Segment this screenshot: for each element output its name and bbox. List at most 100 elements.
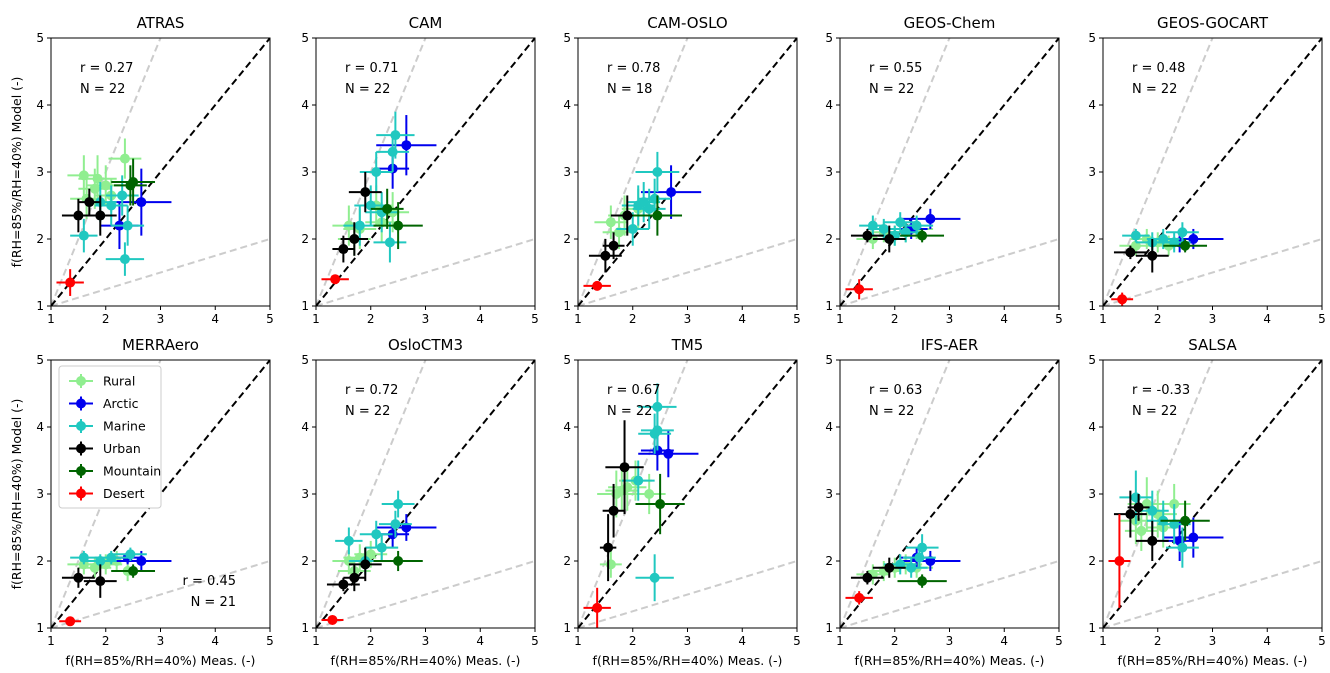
x-tick-label: 2 [629,312,637,326]
point-marker [878,223,889,234]
factor-2-line [578,38,689,306]
data-point-rural [594,205,628,239]
y-tick-label: 1 [301,621,309,635]
point-marker [917,230,928,241]
point-marker [371,167,382,177]
data-point-mountain [113,165,147,206]
data-point-rural [108,138,142,179]
point-marker [906,562,917,573]
y-tick-label: 5 [825,31,833,45]
legend-marker [76,421,86,431]
y-tick-label: 1 [36,621,44,635]
point-marker [95,556,106,566]
point-marker [1136,525,1147,536]
y-tick-label: 2 [1088,232,1096,246]
x-tick-label: 4 [476,634,484,648]
count-text: N = 22 [345,404,390,419]
point-marker [1180,515,1191,526]
x-tick-label: 1 [836,312,844,326]
x-tick-label: 1 [47,634,55,648]
y-tick-label: 2 [825,554,833,568]
point-marker [862,230,873,241]
legend-label: Mountain [103,464,161,479]
point-marker [349,234,360,244]
data-point-marine [1122,228,1150,243]
data-point-urban [602,232,625,260]
data-point-urban [872,225,906,253]
correlation-text: r = 0.78 [607,61,660,76]
point-marker [338,579,349,590]
point-marker [84,197,95,208]
point-marker [371,529,382,540]
x-tick-label: 3 [946,634,954,648]
point-marker [600,250,611,261]
y-tick-label: 5 [36,353,44,367]
x-axis-label: f(RH=85%/RH=40%) Meas. (-) [66,653,256,668]
x-tick-label: 1 [312,312,320,326]
panel-geos-chem: GEOS-Chem 1 2 3 4 5 1 2 3 4 5 r = 0.55 N = 22 [825,14,1063,326]
point-marker [119,254,130,265]
data-point-marine [378,510,412,538]
legend-marker [76,443,86,454]
y-tick-label: 4 [301,98,309,112]
point-marker [128,566,139,577]
y-tick-label: 1 [1088,621,1096,635]
data-point-mountain [111,564,156,578]
correlation-text: r = 0.48 [1132,61,1185,76]
legend-label: Marine [103,419,146,434]
legend-label: Urban [103,441,141,456]
count-text: N = 22 [80,82,125,97]
point-marker [393,499,404,510]
data-point-urban [61,567,95,588]
x-tick-label: 1 [574,312,582,326]
count-text: N = 22 [1132,404,1177,419]
point-marker [884,562,895,573]
x-tick-label: 5 [266,634,274,648]
y-tick-label: 2 [301,232,309,246]
point-marker [592,602,603,613]
x-tick-label: 5 [793,312,801,326]
x-tick-label: 5 [1055,312,1063,326]
data-point-arctic [376,115,437,176]
data-point-urban [348,547,382,582]
point-marker [649,572,660,583]
y-tick-label: 2 [825,232,833,246]
x-tick-label: 4 [476,312,484,326]
legend-entry-marine: Marine [69,419,146,434]
x-tick-label: 4 [211,634,219,648]
y-tick-label: 3 [301,165,309,179]
data-point-urban [850,571,884,585]
data-point-marine [616,212,650,246]
panel-title: ATRAS [137,14,185,32]
panel-tm5: TM5 1 2 3 4 5 1 2 3 4 5 r = 0.67 N = 22 f(RH=85%/RH=4… [563,336,801,668]
x-tick-label: 1 [312,634,320,648]
point-marker [119,153,130,164]
data-points [583,151,702,291]
axes-frame [839,37,1060,307]
y-tick-label: 1 [563,299,571,313]
y-tick-label: 4 [825,420,833,434]
x-tick-label: 5 [793,634,801,648]
data-point-desert [321,274,349,285]
data-point-urban [588,239,622,273]
x-tick-label: 2 [629,634,637,648]
point-marker [652,425,663,436]
x-tick-label: 2 [102,634,110,648]
y-tick-label: 5 [825,353,833,367]
point-marker [327,614,338,625]
legend-marker [76,488,86,499]
point-marker [925,213,936,224]
y-tick-label: 4 [563,98,571,112]
axes-frame [577,37,798,307]
data-point-mountain [632,195,683,236]
count-text: N = 18 [607,82,652,97]
point-marker [343,535,354,546]
data-point-mountain [635,473,685,535]
y-tick-label: 3 [301,487,309,501]
y-tick-label: 2 [563,554,571,568]
data-point-desert [583,280,611,291]
data-point-desert [59,616,82,627]
x-tick-label: 4 [1000,634,1008,648]
point-marker [1147,250,1158,261]
x-tick-label: 4 [1263,312,1271,326]
